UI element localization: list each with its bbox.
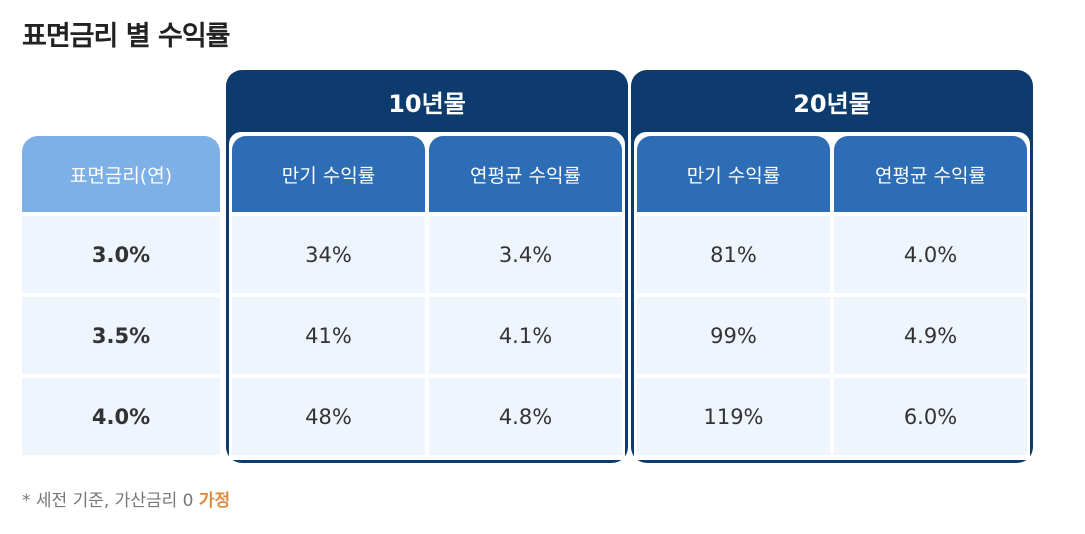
table-cell: 6.0%	[834, 378, 1027, 455]
page-title: 표면금리 별 수익률	[22, 21, 231, 52]
rate-cell: 4.0%	[22, 378, 220, 455]
rate-column: 표면금리(연) 3.0% 3.5% 4.0%	[22, 136, 220, 455]
subcolumn-header: 연평균 수익률	[429, 136, 622, 212]
group-title: 10년물	[388, 89, 466, 118]
subcolumn-header: 만기 수익률	[232, 136, 425, 212]
footnote: * 세전 기준, 가산금리 0 가정	[22, 486, 230, 511]
rate-cell: 3.5%	[22, 297, 220, 374]
subcolumn-maturity-yield: 만기 수익률 34% 41% 48%	[232, 136, 425, 460]
table-cell: 99%	[637, 297, 830, 374]
subcolumn-header: 연평균 수익률	[834, 136, 1027, 212]
subcolumn-annual-yield: 연평균 수익률 3.4% 4.1% 4.8%	[429, 136, 622, 460]
rate-cell: 3.0%	[22, 216, 220, 293]
table-cell: 3.4%	[429, 216, 622, 293]
table-cell: 48%	[232, 378, 425, 455]
table-cell: 119%	[637, 378, 830, 455]
group-body: 만기 수익률 81% 99% 119% 연평균 수익률 4.0% 4.9% 6.…	[634, 132, 1030, 460]
group-10y: 10년물 만기 수익률 34% 41% 48% 연평균 수익률 3.4% 4.1…	[226, 70, 628, 463]
subcolumn-annual-yield: 연평균 수익률 4.0% 4.9% 6.0%	[834, 136, 1027, 460]
subcolumn-header: 만기 수익률	[637, 136, 830, 212]
table-cell: 81%	[637, 216, 830, 293]
table-cell: 4.9%	[834, 297, 1027, 374]
group-title: 20년물	[793, 89, 871, 118]
subcolumn-maturity-yield: 만기 수익률 81% 99% 119%	[637, 136, 830, 460]
group-body: 만기 수익률 34% 41% 48% 연평균 수익률 3.4% 4.1% 4.8…	[229, 132, 625, 460]
table-cell: 41%	[232, 297, 425, 374]
table-cell: 4.1%	[429, 297, 622, 374]
table-cell: 4.8%	[429, 378, 622, 455]
table-cell: 34%	[232, 216, 425, 293]
group-20y: 20년물 만기 수익률 81% 99% 119% 연평균 수익률 4.0% 4.…	[631, 70, 1033, 463]
table-cell: 4.0%	[834, 216, 1027, 293]
footnote-highlight: 가정	[198, 491, 231, 511]
rate-column-header: 표면금리(연)	[22, 136, 220, 212]
footnote-text: * 세전 기준, 가산금리 0	[22, 491, 194, 511]
